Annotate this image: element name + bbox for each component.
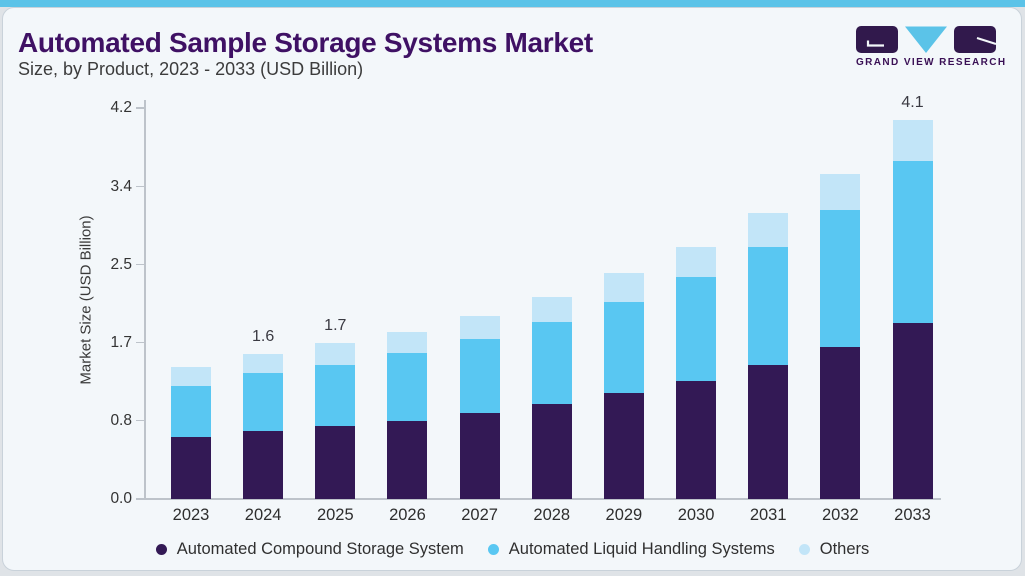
bar-group-2027 (459, 315, 500, 499)
x-tick-label-2026: 2026 (389, 506, 426, 524)
legend-item: Automated Liquid Handling Systems (487, 539, 775, 559)
brand-text: GRAND VIEW RESEARCH (856, 57, 1007, 68)
top-accent-bar (0, 0, 1025, 7)
bar-segment-others-2032 (820, 173, 861, 210)
bar-value-label-2024: 1.6 (252, 327, 275, 345)
bar-segment-compound-2033 (892, 323, 933, 499)
legend-label: Automated Liquid Handling Systems (508, 539, 775, 558)
gvr-logo: GRAND VIEW RESEARCH (856, 26, 1007, 68)
bar-group-2026 (387, 331, 428, 499)
y-tick-mark (136, 419, 144, 422)
y-tick-mark (136, 263, 144, 266)
y-tick-label: 0.8 (110, 411, 132, 429)
y-tick-mark (136, 107, 144, 109)
bar-group-2024 (243, 353, 284, 499)
bar-segment-compound-2024 (243, 431, 284, 499)
bar-segment-liquid-2032 (820, 209, 861, 348)
bar-segment-compound-2030 (676, 380, 717, 499)
x-tick-label-2028: 2028 (533, 506, 571, 524)
bar-segment-compound-2023 (171, 436, 211, 499)
bar-segment-others-2033 (892, 119, 933, 162)
legend-item: Automated Compound Storage System (155, 539, 464, 559)
bar-segment-liquid-2028 (531, 322, 572, 405)
bar-segment-others-2023 (171, 366, 211, 387)
bar-group-2029 (603, 273, 644, 499)
x-tick-label-2023: 2023 (172, 506, 210, 524)
legend: Automated Compound Storage System Automat… (0, 538, 1025, 560)
legend-label: Others (819, 539, 870, 558)
x-tick-label-2033: 2033 (894, 506, 931, 524)
legend-dot-icon (798, 543, 810, 555)
bar-segment-compound-2032 (820, 347, 861, 499)
bar-segment-liquid-2024 (243, 373, 284, 432)
x-tick-label-2030: 2030 (677, 506, 715, 524)
bar-segment-liquid-2026 (387, 352, 428, 421)
bar-group-2023 (171, 366, 211, 499)
y-tick-label: 4.2 (110, 99, 132, 117)
bar-segment-liquid-2031 (748, 246, 789, 366)
legend-dot-icon (155, 543, 167, 555)
bar-segment-compound-2028 (531, 404, 572, 499)
bar-group-2028 (531, 297, 572, 499)
bar-group-2030 (676, 246, 717, 499)
bar-segment-others-2029 (603, 273, 644, 302)
bar-value-label-2033: 4.1 (901, 93, 924, 111)
y-axis (144, 100, 146, 499)
gvr-logo-icon (856, 26, 997, 53)
bar-segment-others-2028 (531, 297, 572, 323)
page-title: Automated Sample Storage Systems Market (18, 27, 593, 58)
legend-item: Others (798, 539, 870, 559)
bar-segment-liquid-2029 (603, 301, 644, 393)
y-axis-title: Market Size (USD Billion) (77, 215, 95, 385)
bar-group-2032 (820, 173, 861, 500)
bar-segment-liquid-2027 (459, 339, 500, 414)
y-tick-label: 3.4 (110, 177, 132, 195)
bar-segment-compound-2026 (387, 420, 428, 499)
legend-label: Automated Compound Storage System (176, 539, 464, 558)
y-tick-mark (136, 341, 144, 344)
bar-segment-others-2024 (243, 353, 284, 374)
x-tick-label-2031: 2031 (749, 506, 787, 524)
bar-segment-compound-2025 (315, 426, 356, 499)
y-tick-label: 0.0 (110, 490, 132, 507)
x-tick-label-2029: 2029 (605, 506, 643, 524)
bar-segment-liquid-2033 (892, 161, 933, 324)
y-tick-label: 2.5 (110, 255, 132, 273)
y-tick-mark (136, 185, 144, 188)
x-tick-label-2025: 2025 (316, 506, 354, 524)
x-tick-label-2027: 2027 (461, 506, 498, 524)
x-tick-label-2024: 2024 (244, 506, 282, 524)
x-tick-label-2032: 2032 (821, 506, 859, 524)
bar-group-2031 (748, 213, 789, 499)
bar-segment-others-2026 (387, 331, 428, 353)
bar-segment-liquid-2030 (676, 276, 717, 381)
bar-segment-compound-2027 (459, 413, 500, 499)
bar-group-2033 (892, 119, 933, 499)
bar-segment-others-2030 (676, 246, 717, 277)
legend-dot-icon (487, 543, 499, 555)
y-tick-mark (136, 498, 144, 500)
bar-group-2025 (315, 342, 356, 499)
bar-segment-compound-2031 (748, 365, 789, 499)
y-tick-label: 1.7 (110, 333, 132, 351)
bar-segment-liquid-2023 (171, 386, 211, 437)
bar-segment-compound-2029 (603, 392, 644, 499)
page-subtitle: Size, by Product, 2023 - 2033 (USD Billi… (18, 59, 364, 79)
bar-segment-liquid-2025 (315, 365, 356, 427)
bar-segment-others-2031 (748, 213, 789, 247)
bar-segment-others-2025 (315, 342, 356, 366)
bar-value-label-2025: 1.7 (324, 316, 347, 334)
bar-segment-others-2027 (459, 315, 500, 340)
